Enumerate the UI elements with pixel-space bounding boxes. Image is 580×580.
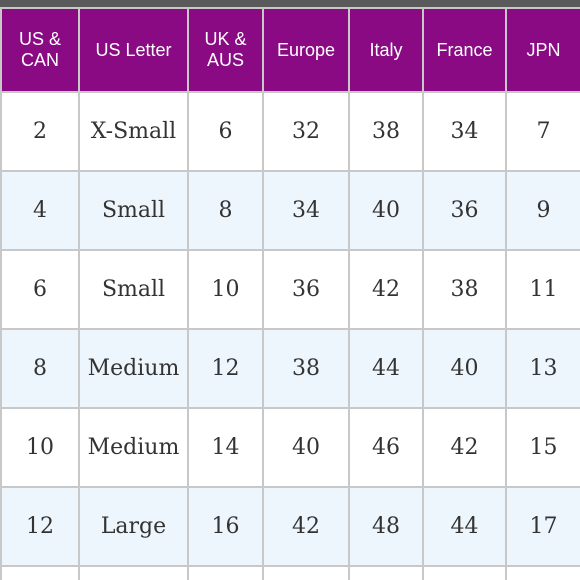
cell-uk-aus: 16 — [187, 486, 264, 567]
cell-italy: 40 — [348, 170, 424, 251]
top-bar — [0, 0, 580, 7]
cell-italy: 46 — [348, 407, 424, 488]
cell-us-can: 2 — [0, 91, 80, 172]
cell-empty — [187, 565, 264, 580]
cell-italy: 44 — [348, 328, 424, 409]
header-row: US & CAN US Letter UK & AUS Europe Italy… — [0, 7, 580, 93]
cell-us-letter: Small — [78, 170, 189, 251]
cell-uk-aus: 8 — [187, 170, 264, 251]
cell-europe: 32 — [262, 91, 350, 172]
header-europe: Europe — [262, 7, 350, 93]
cell-france: 44 — [422, 486, 507, 567]
header-uk-aus: UK & AUS — [187, 7, 264, 93]
table-row: 12 Large 16 42 48 44 17 — [0, 486, 580, 567]
header-jpn: JPN — [505, 7, 580, 93]
cell-uk-aus: 10 — [187, 249, 264, 330]
cell-us-letter: Medium — [78, 328, 189, 409]
cell-us-letter: X-Small — [78, 91, 189, 172]
cell-jpn: 13 — [505, 328, 580, 409]
size-conversion-table: US & CAN US Letter UK & AUS Europe Italy… — [0, 7, 580, 580]
cell-us-can: 10 — [0, 407, 80, 488]
header-italy: Italy — [348, 7, 424, 93]
cell-france: 38 — [422, 249, 507, 330]
table-row: 8 Medium 12 38 44 40 13 — [0, 328, 580, 409]
cell-europe: 42 — [262, 486, 350, 567]
cell-italy: 48 — [348, 486, 424, 567]
cell-empty — [78, 565, 189, 580]
table-row: 6 Small 10 36 42 38 11 — [0, 249, 580, 330]
cell-italy: 38 — [348, 91, 424, 172]
cell-jpn: 15 — [505, 407, 580, 488]
cell-us-can: 6 — [0, 249, 80, 330]
table-row: 4 Small 8 34 40 36 9 — [0, 170, 580, 251]
cell-us-can: 12 — [0, 486, 80, 567]
header-france: France — [422, 7, 507, 93]
cell-us-letter: Medium — [78, 407, 189, 488]
cell-france: 36 — [422, 170, 507, 251]
table-row: 10 Medium 14 40 46 42 15 — [0, 407, 580, 488]
cell-jpn: 7 — [505, 91, 580, 172]
cell-jpn: 11 — [505, 249, 580, 330]
cell-europe: 36 — [262, 249, 350, 330]
cell-uk-aus: 12 — [187, 328, 264, 409]
cell-empty — [0, 565, 80, 580]
cell-europe: 40 — [262, 407, 350, 488]
cell-empty — [505, 565, 580, 580]
cell-empty — [262, 565, 350, 580]
header-us-letter: US Letter — [78, 7, 189, 93]
header-us-can: US & CAN — [0, 7, 80, 93]
cell-uk-aus: 14 — [187, 407, 264, 488]
cell-us-can: 4 — [0, 170, 80, 251]
cell-us-letter: Small — [78, 249, 189, 330]
cell-empty — [422, 565, 507, 580]
cell-europe: 34 — [262, 170, 350, 251]
cell-jpn: 17 — [505, 486, 580, 567]
cell-france: 40 — [422, 328, 507, 409]
cell-france: 34 — [422, 91, 507, 172]
cell-europe: 38 — [262, 328, 350, 409]
cell-italy: 42 — [348, 249, 424, 330]
cell-jpn: 9 — [505, 170, 580, 251]
cell-empty — [348, 565, 424, 580]
table-row: 2 X-Small 6 32 38 34 7 — [0, 91, 580, 172]
cell-uk-aus: 6 — [187, 91, 264, 172]
cell-france: 42 — [422, 407, 507, 488]
cell-us-can: 8 — [0, 328, 80, 409]
table-row-partial — [0, 565, 580, 580]
cell-us-letter: Large — [78, 486, 189, 567]
